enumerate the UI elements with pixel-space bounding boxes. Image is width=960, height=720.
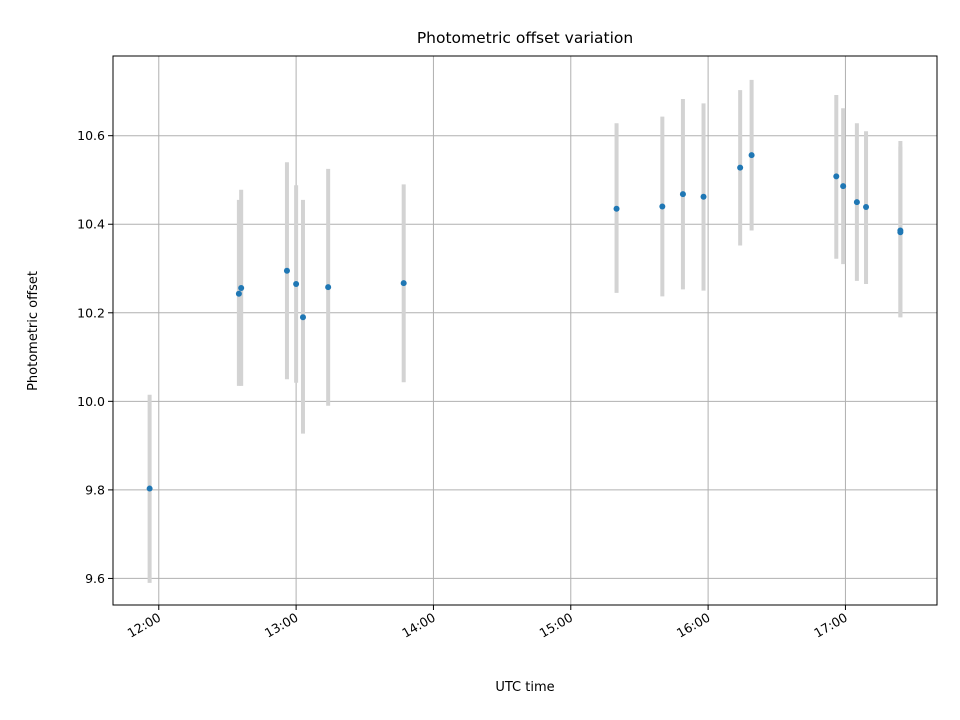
- data-points: [146, 152, 904, 492]
- data-point: [853, 199, 860, 206]
- data-point: [325, 284, 332, 291]
- data-point: [748, 152, 755, 159]
- data-point: [840, 183, 847, 190]
- y-tick-label: 10.2: [77, 305, 105, 320]
- data-point: [283, 267, 290, 274]
- data-point: [679, 191, 686, 198]
- plot-frame: [112, 55, 938, 606]
- x-tick-label: 14:00: [399, 610, 438, 641]
- x-axis-label: UTC time: [495, 680, 554, 695]
- data-point: [737, 164, 744, 171]
- data-point: [146, 485, 153, 492]
- x-tick-label: 12:00: [125, 610, 164, 641]
- x-tick-label: 15:00: [537, 610, 576, 641]
- data-point: [293, 281, 300, 288]
- data-point: [833, 173, 840, 180]
- x-axis-ticks: 12:00 13:00 14:00 15:00 16:00 17:00: [125, 605, 850, 641]
- grid: [113, 56, 937, 605]
- x-tick-label: 16:00: [674, 610, 713, 641]
- y-tick-label: 10.4: [77, 217, 105, 232]
- data-point: [613, 205, 620, 212]
- data-point: [235, 290, 242, 297]
- y-axis-label: Photometric offset: [26, 271, 41, 391]
- y-tick-label: 10.6: [77, 128, 105, 143]
- data-point: [863, 203, 870, 210]
- data-point: [659, 203, 666, 210]
- data-point: [400, 280, 407, 287]
- data-point: [897, 229, 904, 236]
- data-point: [238, 284, 245, 291]
- data-point: [299, 314, 306, 321]
- y-tick-label: 10.0: [77, 394, 105, 409]
- y-axis-ticks: 9.6 9.8 10.0 10.2 10.4 10.6: [77, 128, 113, 586]
- x-tick-label: 17:00: [811, 610, 850, 641]
- x-tick-label: 13:00: [262, 610, 301, 641]
- y-tick-label: 9.6: [85, 571, 105, 586]
- error-bars: [147, 79, 903, 583]
- y-tick-label: 9.8: [85, 482, 105, 497]
- chart-title: Photometric offset variation: [417, 29, 633, 47]
- data-point: [700, 193, 707, 200]
